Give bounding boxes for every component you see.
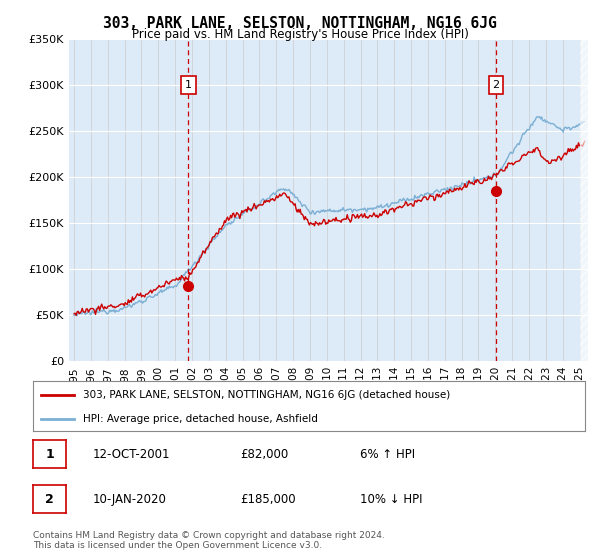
Text: 12-OCT-2001: 12-OCT-2001 bbox=[93, 448, 170, 461]
Text: 1: 1 bbox=[45, 448, 54, 461]
Text: 10% ↓ HPI: 10% ↓ HPI bbox=[360, 493, 422, 506]
Text: 10-JAN-2020: 10-JAN-2020 bbox=[93, 493, 167, 506]
Text: 303, PARK LANE, SELSTON, NOTTINGHAM, NG16 6JG (detached house): 303, PARK LANE, SELSTON, NOTTINGHAM, NG1… bbox=[83, 390, 450, 400]
Text: 2: 2 bbox=[45, 493, 54, 506]
Text: £82,000: £82,000 bbox=[240, 448, 288, 461]
Text: 303, PARK LANE, SELSTON, NOTTINGHAM, NG16 6JG: 303, PARK LANE, SELSTON, NOTTINGHAM, NG1… bbox=[103, 16, 497, 31]
Text: 6% ↑ HPI: 6% ↑ HPI bbox=[360, 448, 415, 461]
Text: £185,000: £185,000 bbox=[240, 493, 296, 506]
Text: 2: 2 bbox=[493, 80, 500, 90]
Text: Contains HM Land Registry data © Crown copyright and database right 2024.
This d: Contains HM Land Registry data © Crown c… bbox=[33, 530, 385, 550]
Text: HPI: Average price, detached house, Ashfield: HPI: Average price, detached house, Ashf… bbox=[83, 414, 317, 423]
Text: 1: 1 bbox=[185, 80, 192, 90]
Text: Price paid vs. HM Land Registry's House Price Index (HPI): Price paid vs. HM Land Registry's House … bbox=[131, 28, 469, 41]
